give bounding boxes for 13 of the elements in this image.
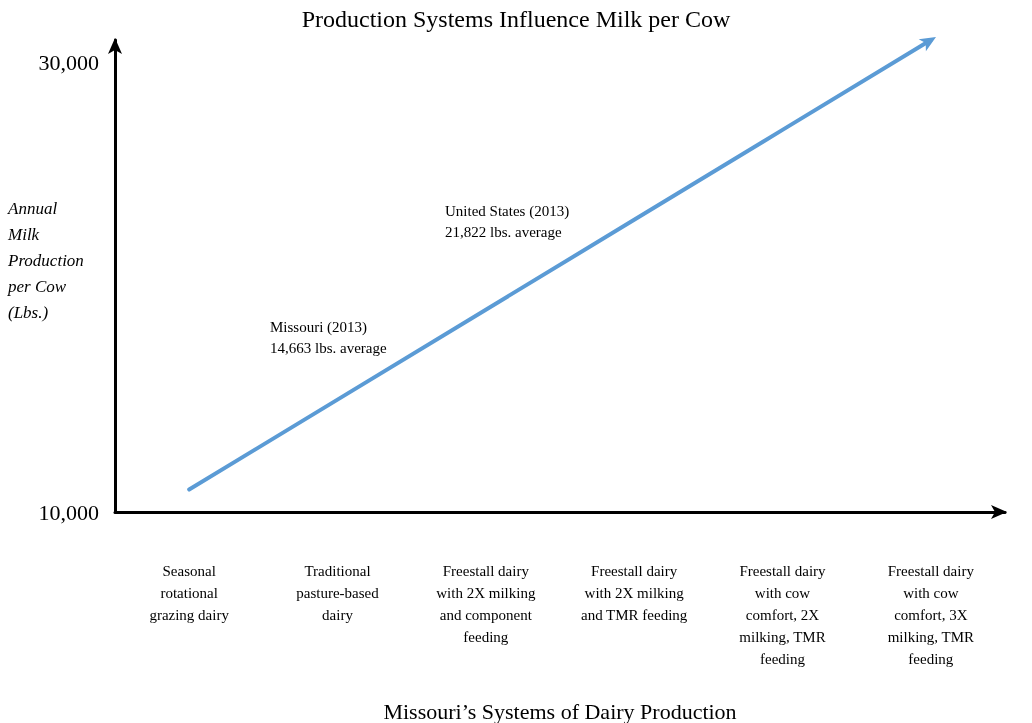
y-axis-title: Annual Milk Production per Cow (Lbs.) <box>7 198 84 322</box>
annotation: United States (2013) 21,822 lbs. average <box>445 202 570 240</box>
x-tick-label: Traditional pasture-based dairy <box>296 563 380 623</box>
x-tick-label: Freestall dairy with cow comfort, 3X milking, TMR feeding <box>887 563 975 667</box>
annotation: Missouri (2013) 14,663 lbs. average <box>270 318 387 356</box>
x-tick-label: Freestall dairy with 2X milking and component feeding <box>436 563 536 645</box>
x-axis-title: Missouri’s Systems of Dairy Production <box>383 698 737 723</box>
y-tick-label: 10,000 <box>38 499 99 525</box>
chart-title: Production Systems Influence Milk per Cow <box>301 6 731 32</box>
x-tick-label: Seasonal rotational grazing dairy <box>149 563 230 623</box>
x-tick-label: Freestall dairy with 2X milking and TMR feeding <box>580 563 688 623</box>
x-tick-label: Freestall dairy with cow comfort, 2X milking, TMR feeding <box>739 563 827 667</box>
y-tick-label: 30,000 <box>38 49 99 75</box>
